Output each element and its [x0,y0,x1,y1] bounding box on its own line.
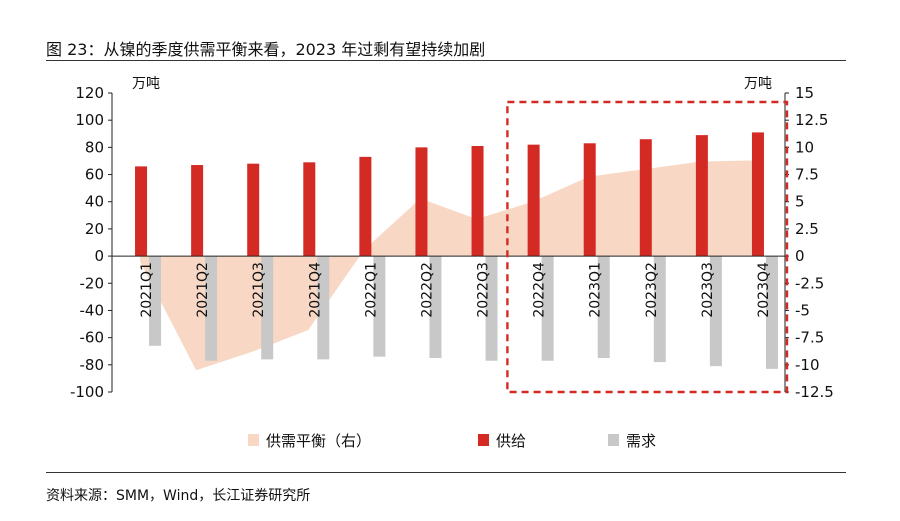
balance-area [140,160,757,371]
supply-bar-2023Q2 [639,139,652,257]
highlight-layer [506,100,789,394]
left-tick-label: -20 [80,274,105,292]
supply-bar-2023Q1 [583,143,596,257]
legend: 供需平衡（右） 供给 需求 [248,432,656,450]
supply-bar-2022Q1 [359,156,372,257]
right-tick-label: 2.5 [795,220,819,238]
right-tick-label: -12.5 [795,383,834,401]
demand-bar-2021Q1 [149,256,162,346]
left-tick-label: -80 [80,356,105,374]
right-tick-label: -10 [795,356,820,374]
right-tick-label: 15 [795,84,814,102]
category-label-2021Q4: 2021Q4 [307,262,323,318]
left-tick-label: 60 [85,166,104,184]
left-tick-label: -60 [80,329,105,347]
balance-area-layer [140,160,757,371]
legend-item-supply-swatch [478,434,489,446]
left-tick-label: -100 [70,383,104,401]
supply-bar-2021Q4 [303,162,316,257]
category-label-2023Q1: 2023Q1 [588,262,604,318]
right-tick-label: -7.5 [795,329,824,347]
demand-bar-2021Q3 [261,256,274,360]
right-tick-label: 0 [795,247,805,265]
supply-bar-2022Q4 [527,144,540,257]
supply-bar-2022Q3 [471,146,484,257]
legend-item-demand-label: 需求 [626,432,656,450]
supply-bar-2022Q2 [415,147,428,257]
right-tick-label: 7.5 [795,166,819,184]
demand-bar-2023Q2 [653,256,666,363]
supply-bar-2021Q2 [191,165,204,257]
left-tick-label: 0 [94,247,104,265]
bar-layer [135,132,778,369]
highlight-box [506,100,789,394]
right-tick-label: 12.5 [795,111,828,129]
category-label-2022Q3: 2022Q3 [476,262,492,318]
category-label-2023Q2: 2023Q2 [644,262,660,318]
demand-bar-2022Q4 [541,256,554,361]
axis-layer: 120100806040200-20-40-60-80-1001512.5107… [70,76,834,401]
source-note: 资料来源：SMM，Wind，长江证券研究所 [46,488,311,504]
supply-bar-2021Q1 [135,166,148,257]
left-tick-label: 40 [85,193,104,211]
supply-bar-2023Q3 [695,135,708,257]
demand-bar-2022Q3 [485,256,498,361]
demand-bar-2023Q4 [765,256,778,369]
demand-bar-2022Q2 [429,256,442,359]
category-label-layer: 2021Q1 2021Q2 2021Q3 2021Q4 2022Q1 2022Q2 2022… [139,262,772,318]
demand-bar-2021Q4 [317,256,330,360]
right-unit-label: 万吨 [744,76,772,92]
right-tick-label: 5 [795,193,805,211]
legend-item-balance-label: 供需平衡（右） [266,432,371,450]
demand-bar-2023Q1 [597,256,610,359]
category-label-2022Q1: 2022Q1 [363,262,379,318]
category-label-2021Q1: 2021Q1 [139,262,155,318]
supply-bar-2021Q3 [247,163,260,257]
right-tick-label: -2.5 [795,274,824,292]
right-tick-label: 10 [795,138,814,156]
legend-item-demand-swatch [608,434,619,446]
chart-title: 图 23：从镍的季度供需平衡来看，2023 年过剩有望持续加剧 [46,40,486,59]
left-tick-label: 80 [85,138,104,156]
supply-bar-2023Q4 [751,132,764,257]
left-tick-label: 120 [75,84,104,102]
category-label-2022Q4: 2022Q4 [532,262,548,318]
title-rule [46,60,846,61]
left-tick-label: 20 [85,220,104,238]
left-unit-label: 万吨 [132,76,160,92]
category-label-2022Q2: 2022Q2 [419,262,435,318]
left-tick-label: 100 [75,111,104,129]
demand-bar-2022Q1 [373,256,386,357]
category-label-2021Q3: 2021Q3 [251,262,267,318]
right-tick-label: -5 [795,301,810,319]
left-tick-label: -40 [80,301,105,319]
category-label-2023Q4: 2023Q4 [756,262,772,318]
legend-item-balance-swatch [248,434,259,446]
demand-bar-2023Q3 [709,256,722,367]
category-label-2021Q2: 2021Q2 [195,262,211,318]
legend-item-supply-label: 供给 [496,432,526,450]
demand-bar-2021Q2 [205,256,218,361]
category-label-2023Q3: 2023Q3 [700,262,716,318]
source-rule [46,472,846,473]
